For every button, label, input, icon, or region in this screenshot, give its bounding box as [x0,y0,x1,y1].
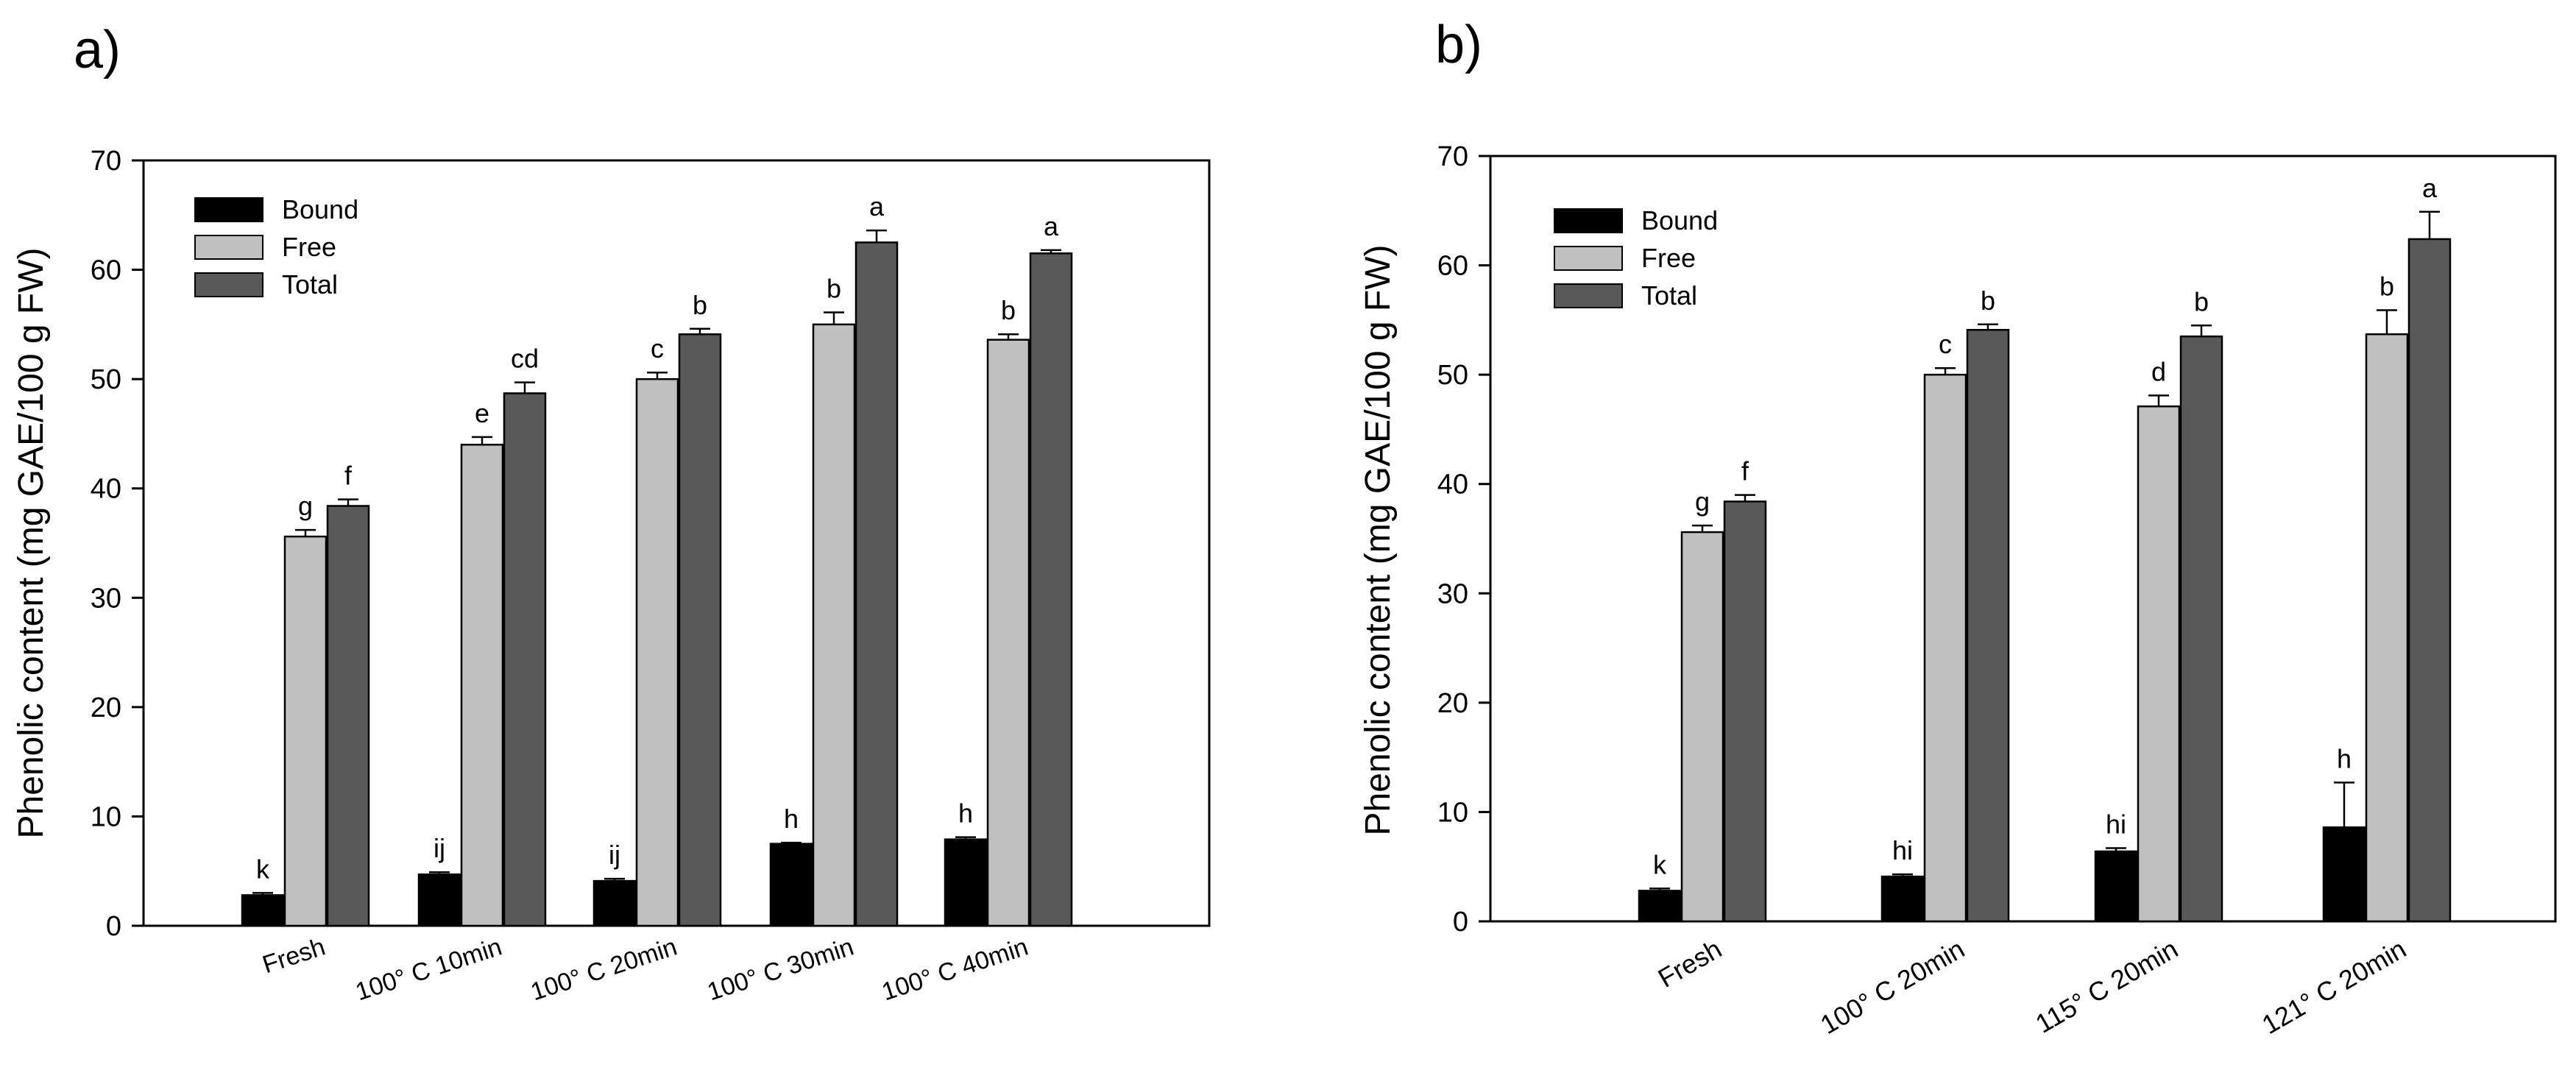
bar-bound [1880,875,1925,923]
legend-swatch-total [1554,283,1623,308]
bar-bound [944,838,988,927]
x-category-label: Fresh [259,932,328,979]
y-tick-label: 60 [1437,251,1468,282]
bar-free [1680,531,1724,923]
significance-letter: ij [434,833,445,863]
y-tick-label: 50 [1437,360,1468,391]
significance-letter: b [2194,286,2209,316]
y-tick-label: 60 [91,255,121,286]
y-axis-label: Phenolic content (mg GAE/100 g FW) [1359,244,1398,835]
significance-letter: g [298,491,313,521]
panel-label: b) [1435,15,1482,74]
y-axis-label: Phenolic content (mg GAE/100 g FW) [12,247,51,838]
significance-letter: b [693,290,707,320]
bar-total [326,505,370,927]
bar-total [503,392,547,927]
legend-label-bound: Bound [282,194,358,224]
significance-letter: hi [2106,809,2126,839]
x-category-label: 121° C 20min [2257,933,2411,1040]
significance-letter: f [1741,456,1749,486]
significance-letter: b [1001,295,1016,325]
significance-letter: cd [511,344,539,374]
significance-letter: b [827,274,841,304]
bar-free [812,323,856,927]
bar-free [2365,333,2409,923]
significance-letter: h [784,804,799,834]
x-category-label: Fresh [1653,933,1727,993]
bar-bound [592,879,637,927]
panel-label: a) [74,21,121,79]
plot-frame [1489,155,2557,923]
y-tick-label: 10 [1437,797,1468,828]
significance-letter: g [1695,486,1710,517]
y-tick-label: 20 [91,692,121,723]
significance-letter: h [2337,743,2352,773]
significance-letter: k [256,854,270,884]
legend-swatch-free [1554,246,1623,271]
bar-free [283,535,328,927]
bar-free [2137,405,2181,923]
x-category-label: 100° C 20min [1815,933,1970,1040]
y-tick-label: 30 [91,583,121,614]
significance-letter: b [2379,271,2394,301]
x-category-label: 100° C 30min [704,932,857,1006]
y-tick-label: 0 [106,911,121,942]
bar-bound [417,873,461,927]
y-tick-label: 0 [1453,907,1468,938]
bar-total [1723,500,1767,923]
significance-letter: c [651,333,664,364]
bar-total [1029,252,1073,927]
bar-free [460,444,504,927]
significance-letter: k [1653,849,1667,879]
significance-letter: a [1044,211,1059,241]
y-tick-label: 50 [91,364,121,395]
y-tick-label: 20 [1437,688,1468,719]
bar-free [635,378,679,927]
significance-letter: d [2151,356,2166,386]
y-tick-label: 30 [1437,578,1468,609]
significance-letter: f [344,461,353,491]
bar-total [678,333,722,927]
significance-letter: a [869,191,885,222]
legend-label-free: Free [282,232,336,262]
bar-total [2407,238,2452,923]
legend-label-total: Total [282,269,338,300]
significance-letter: e [475,398,489,428]
significance-letter: hi [1892,835,1913,865]
x-category-label: 100° C 20min [527,932,680,1006]
x-category-label: 115° C 20min [2031,933,2183,1038]
bar-bound [769,843,813,927]
y-tick-label: 10 [91,801,121,832]
bar-total [854,241,899,927]
significance-letter: c [1939,329,1952,359]
bar-total [1966,328,2010,923]
legend-swatch-bound [1554,208,1623,233]
bar-free [1923,373,1967,923]
significance-letter: b [1981,286,1995,316]
bar-bound [1638,890,1682,923]
legend-swatch-total [194,272,263,297]
bar-free [986,339,1030,927]
significance-letter: ij [609,840,620,870]
legend-swatch-free [194,235,263,260]
bar-bound [2094,850,2138,923]
legend-label-bound: Bound [1641,205,1718,235]
y-tick-label: 40 [91,474,121,505]
y-tick-label: 40 [1437,470,1468,500]
chart-panel-b: b) 0 10 20 30 40 50 60 70 Phenolic content (mg GA… [1359,15,2557,1040]
bar-bound [2322,826,2366,923]
y-tick-label: 70 [91,146,121,177]
bar-bound [241,894,285,927]
significance-letter: h [958,798,973,829]
significance-letter: a [2422,173,2438,203]
x-category-label: 100° C 10min [352,932,505,1006]
legend-swatch-bound [194,197,263,222]
y-tick-label: 70 [1437,141,1468,172]
x-category-label: 100° C 40min [878,932,1031,1006]
legend-label-total: Total [1641,280,1697,311]
bar-total [2179,335,2223,923]
legend-label-free: Free [1641,243,1696,273]
chart-panel-a: a) 0 10 20 30 40 50 60 70 Phenolic content (mg GA… [12,21,1211,1006]
